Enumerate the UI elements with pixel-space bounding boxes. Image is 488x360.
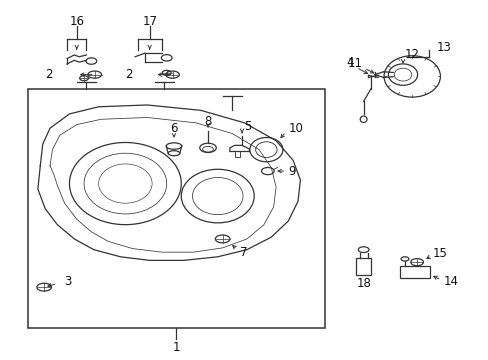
Bar — [356, 257, 370, 275]
Text: 3: 3 — [64, 275, 72, 288]
Text: 1: 1 — [172, 341, 180, 354]
Text: 6: 6 — [170, 122, 177, 135]
Text: 2: 2 — [125, 68, 133, 81]
Text: 17: 17 — [142, 14, 157, 27]
Text: 11: 11 — [347, 57, 362, 71]
Text: 13: 13 — [436, 41, 450, 54]
Text: 10: 10 — [287, 122, 303, 135]
Text: 7: 7 — [239, 246, 246, 259]
Text: 8: 8 — [204, 114, 211, 127]
Text: 5: 5 — [244, 120, 251, 133]
Text: 14: 14 — [443, 275, 458, 288]
Text: 18: 18 — [355, 277, 370, 290]
Text: 4: 4 — [346, 56, 353, 69]
Bar — [28, 89, 324, 328]
Text: 15: 15 — [432, 247, 447, 260]
Text: 12: 12 — [404, 48, 419, 61]
Bar — [399, 266, 429, 278]
Text: 16: 16 — [69, 14, 84, 27]
Text: 2: 2 — [45, 68, 53, 81]
Text: 9: 9 — [287, 165, 295, 177]
